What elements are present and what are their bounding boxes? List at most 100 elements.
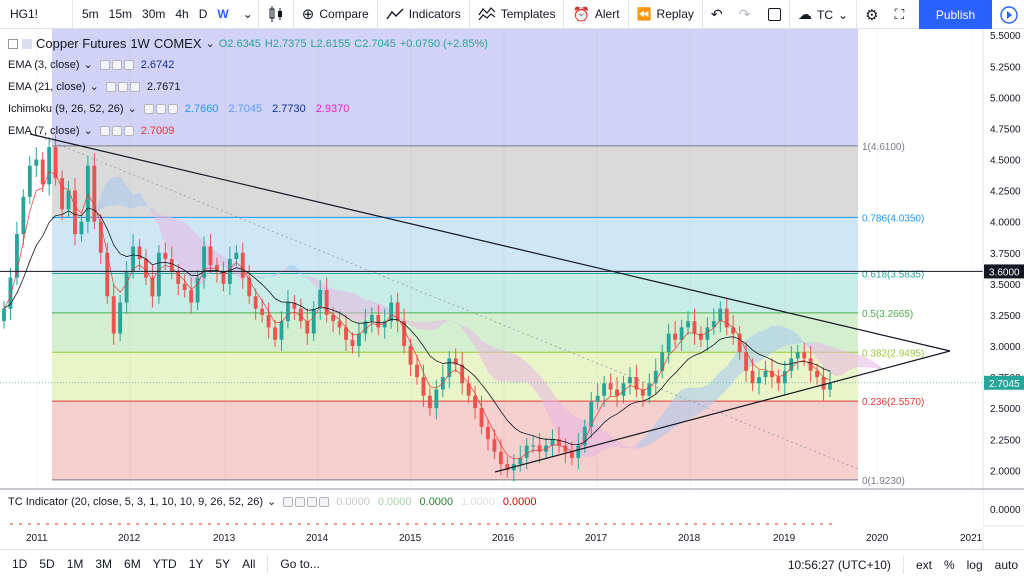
cloud-segment — [804, 342, 811, 351]
cloud-segment — [481, 340, 488, 372]
range-1d[interactable]: 1D — [12, 557, 28, 571]
range-ytd[interactable]: YTD — [152, 557, 177, 571]
study-controls[interactable] — [143, 103, 178, 114]
candle — [305, 308, 310, 345]
chart-style-button[interactable] — [259, 0, 293, 29]
candle-body — [724, 308, 729, 328]
indicator-dot — [343, 523, 346, 525]
interval-W[interactable]: W — [217, 7, 229, 21]
settings-button[interactable]: ⚙ — [857, 0, 886, 29]
ext-toggle[interactable]: ext — [915, 557, 932, 572]
candle — [292, 295, 297, 320]
study-legend-row[interactable]: EMA (3, close) ⌄ 2.6742 — [8, 58, 180, 72]
publish-button[interactable]: Publish — [919, 0, 992, 29]
candle — [395, 292, 400, 333]
candle-body — [769, 370, 774, 378]
upper-trendline — [29, 133, 951, 352]
fib-level-label: 0.236(2.5570) — [862, 397, 924, 408]
indicator-dot — [55, 523, 58, 525]
candle-body — [66, 190, 71, 210]
range-3m[interactable]: 3M — [95, 557, 113, 571]
range-all[interactable]: All — [242, 557, 256, 571]
interval-D[interactable]: D — [198, 7, 208, 21]
chevron-down-icon[interactable]: ⌄ — [83, 59, 93, 71]
chevron-down-icon[interactable]: ⌄ — [127, 103, 137, 115]
candle-body — [421, 377, 426, 396]
indicator-dot — [334, 523, 337, 525]
goto-button[interactable]: Go to... — [280, 557, 320, 571]
compare-button[interactable]: ⊕ Compare — [301, 6, 369, 23]
study-controls[interactable] — [105, 81, 140, 92]
candle-body — [260, 308, 265, 315]
indicator-dot — [496, 523, 499, 525]
candle — [666, 323, 671, 364]
candle-body — [615, 389, 619, 396]
symbol-search[interactable]: HG1! — [10, 7, 39, 21]
candle-body — [215, 265, 219, 272]
interval-4h[interactable]: 4h — [175, 7, 189, 21]
indicator-dot — [262, 523, 265, 525]
price-axis[interactable]: 5.5000 5.2500 5.0000 4.7500 4.5000 4.2500 4.00… — [982, 29, 1024, 549]
auto-toggle[interactable]: auto — [994, 557, 1018, 572]
cloud-segment — [558, 401, 566, 447]
range-5d[interactable]: 5D — [39, 557, 55, 571]
alert-button[interactable]: ⏰ Alert — [572, 5, 620, 22]
chart-area[interactable]: 1(4.6100) 0.786(4.0350) 0.618(3.5835) 0.5(3… — [0, 29, 1024, 549]
trendlines[interactable] — [0, 133, 983, 473]
study-value: 2.9370 — [315, 102, 350, 115]
replay-button[interactable]: ⏪ Replay — [636, 7, 694, 21]
candle-body — [686, 321, 690, 328]
chevron-down-icon[interactable]: ⌄ — [89, 81, 99, 93]
interval-5m[interactable]: 5m — [82, 7, 99, 21]
range-1y[interactable]: 1Y — [188, 557, 204, 571]
bottom-right-group: 10:56:27 (UTC+10) ext % log auto — [782, 550, 1024, 578]
indicators-button[interactable]: Indicators — [378, 0, 469, 29]
interval-15m[interactable]: 15m — [108, 7, 133, 21]
candle-body — [156, 252, 161, 297]
interval-dropdown-icon[interactable]: ⌄ — [242, 7, 253, 21]
layout-button[interactable] — [760, 0, 789, 29]
save-layout-button[interactable]: ☁ TC ⌄ — [798, 6, 849, 22]
candle-body — [408, 346, 413, 365]
cloud-segment — [868, 358, 876, 369]
study-controls[interactable] — [283, 496, 330, 507]
candle-body — [234, 252, 239, 259]
publish-play-icon[interactable] — [994, 0, 1024, 29]
indicator-dot — [10, 523, 13, 525]
redo-button[interactable]: ↷ — [731, 0, 759, 29]
candle-body — [640, 389, 645, 396]
interval-30m[interactable]: 30m — [142, 7, 166, 21]
cloud-segment — [339, 290, 347, 318]
time-tick-label: 2013 — [213, 533, 236, 544]
study-controls[interactable] — [99, 125, 134, 136]
range-5y[interactable]: 5Y — [215, 557, 231, 571]
study-controls[interactable] — [99, 59, 134, 70]
indicator-dot — [784, 523, 787, 525]
cloud-segment — [113, 176, 121, 207]
clock[interactable]: 10:56:27 (UTC+10) — [787, 557, 891, 572]
price-chart[interactable]: 1(4.6100) 0.786(4.0350) 0.618(3.5835) 0.5(3… — [0, 29, 1024, 549]
log-toggle[interactable]: log — [966, 557, 983, 572]
chevron-down-icon[interactable]: ⌄ — [205, 38, 215, 50]
templates-button[interactable]: Templates — [470, 0, 564, 29]
price-tick-label: 3.7500 — [990, 249, 1021, 260]
candle — [202, 236, 206, 289]
study-legend-row[interactable]: Ichimoku (9, 26, 52, 26) ⌄ 2.7660 2.7045 2.7… — [8, 102, 355, 116]
range-6m[interactable]: 6M — [124, 557, 141, 571]
candle-body — [286, 302, 290, 322]
candle — [376, 305, 381, 335]
range-1m[interactable]: 1M — [66, 557, 84, 571]
candle — [505, 456, 510, 478]
collapse-icon[interactable] — [8, 38, 18, 49]
study-legend-row[interactable]: EMA (21, close) ⌄ 2.7671 — [8, 80, 187, 94]
study-legend-row[interactable]: EMA (7, close) ⌄ 2.7009 — [8, 124, 180, 138]
candle — [576, 433, 581, 470]
fullscreen-button[interactable]: ⛶ — [887, 0, 913, 29]
undo-button[interactable]: ↶ — [703, 0, 731, 29]
chevron-down-icon[interactable]: ⌄ — [266, 496, 277, 508]
candle — [460, 352, 465, 395]
cloud-segment — [604, 430, 611, 450]
chevron-down-icon[interactable]: ⌄ — [83, 125, 93, 137]
cloud-segment — [268, 273, 276, 277]
percent-toggle[interactable]: % — [943, 557, 955, 572]
